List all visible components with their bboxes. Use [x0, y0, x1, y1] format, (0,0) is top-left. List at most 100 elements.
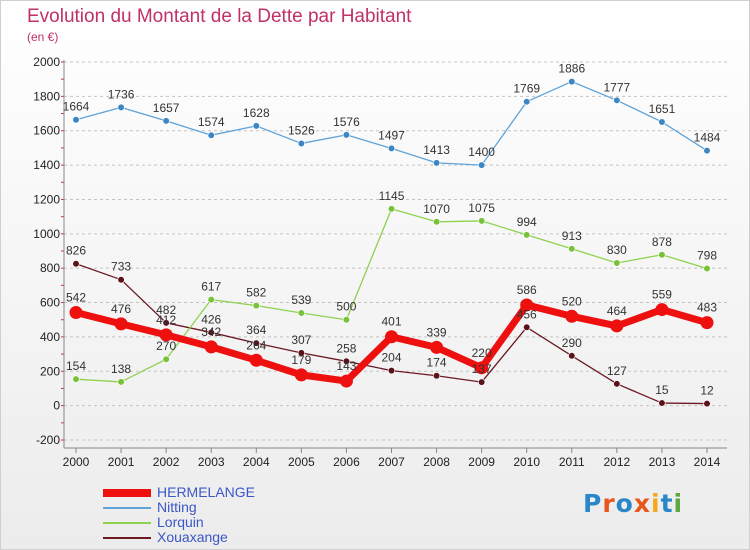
logo-letter: r [602, 489, 616, 518]
data-point [297, 309, 305, 317]
data-label: 539 [291, 293, 311, 307]
logo-letter: t [660, 489, 674, 518]
legend-swatch [103, 537, 151, 539]
data-point [294, 368, 308, 382]
data-label: 1777 [604, 80, 631, 94]
data-label: 1736 [108, 87, 135, 101]
data-point [342, 131, 351, 139]
x-tick-label: 2010 [513, 455, 540, 469]
data-point [72, 260, 80, 268]
data-point [523, 323, 531, 331]
x-tick-label: 2011 [559, 455, 585, 469]
data-point [432, 159, 441, 167]
data-point [162, 319, 170, 327]
data-label: 412 [156, 313, 176, 327]
x-tick-label: 2006 [333, 455, 360, 469]
legend-label: Xouaxange [157, 529, 228, 545]
data-point [162, 117, 170, 125]
data-point [703, 399, 711, 408]
data-label: 913 [562, 229, 582, 243]
data-label: 617 [201, 280, 221, 294]
y-tick-label: 1200 [33, 192, 60, 206]
data-point [342, 357, 351, 365]
data-label: 559 [652, 288, 672, 302]
data-point [523, 231, 531, 239]
logo-letter: i [651, 489, 661, 518]
grid-layer [64, 61, 727, 441]
x-tick-label: 2007 [378, 455, 405, 469]
data-point [658, 399, 666, 407]
data-point [613, 259, 621, 267]
data-label: 12 [700, 384, 714, 398]
data-label: 798 [697, 249, 717, 263]
data-point [207, 131, 215, 139]
series-layer [69, 77, 714, 408]
data-point [339, 374, 353, 388]
data-point [252, 302, 260, 310]
y-tick-label: 1600 [33, 124, 60, 138]
legend-label: Nitting [157, 499, 197, 515]
data-label: 826 [66, 244, 86, 258]
data-label: 1651 [649, 102, 676, 116]
data-point [478, 378, 486, 386]
data-point [432, 372, 441, 380]
data-label: 733 [111, 260, 131, 274]
logo-letter: x [633, 489, 651, 518]
data-label: 1484 [694, 131, 721, 145]
data-point [297, 349, 305, 357]
data-point [568, 77, 576, 86]
data-point [523, 98, 531, 106]
data-point [385, 330, 398, 344]
data-point [72, 375, 80, 383]
data-label: 830 [607, 243, 627, 257]
data-point [249, 353, 263, 367]
data-point [207, 328, 215, 337]
logo-letter: i [673, 489, 684, 518]
data-point [520, 298, 534, 312]
logo-letter: P [583, 489, 603, 518]
data-label: 1628 [243, 106, 270, 120]
x-tick-label: 2014 [694, 455, 721, 469]
data-label: 179 [291, 353, 311, 367]
data-label: 270 [156, 339, 176, 353]
data-point [703, 264, 711, 273]
data-point [297, 139, 305, 148]
data-label: 138 [111, 362, 131, 376]
data-label: 1664 [63, 100, 90, 114]
data-point [568, 352, 576, 360]
data-point [252, 339, 260, 347]
data-label: 364 [246, 323, 266, 337]
data-label: 1576 [333, 115, 360, 129]
data-label: 127 [607, 364, 627, 378]
y-tick-label: 1000 [33, 227, 60, 241]
y-tick-label: 1800 [33, 89, 60, 103]
data-point [432, 218, 441, 226]
x-tick-label: 2008 [423, 455, 450, 469]
data-label: 1075 [468, 201, 495, 215]
legend-swatch [103, 489, 151, 497]
data-label: 464 [607, 304, 627, 318]
legend-swatch [103, 507, 151, 509]
data-point [159, 328, 173, 342]
x-tick-label: 2003 [198, 455, 225, 469]
data-point [252, 122, 260, 130]
data-point [387, 366, 396, 375]
data-point [610, 319, 624, 333]
data-point [72, 116, 80, 124]
data-label-layer: 826 733 482 426 364 307 258 204 174 137 456 290 127 1… [63, 62, 721, 398]
data-label: 878 [652, 235, 672, 249]
data-label: 258 [336, 341, 356, 355]
data-label: 154 [66, 359, 86, 373]
data-label: 456 [517, 307, 537, 321]
x-tick-label: 2002 [153, 455, 180, 469]
data-label: 1526 [288, 123, 315, 137]
data-label: 15 [655, 383, 669, 397]
data-point [703, 147, 711, 155]
data-point [114, 317, 128, 331]
data-label: 1070 [423, 202, 450, 216]
y-tick-label: 0 [53, 399, 60, 413]
data-label: 1886 [558, 62, 585, 76]
x-tick-label: 2009 [468, 455, 495, 469]
data-label: 220 [472, 346, 492, 360]
